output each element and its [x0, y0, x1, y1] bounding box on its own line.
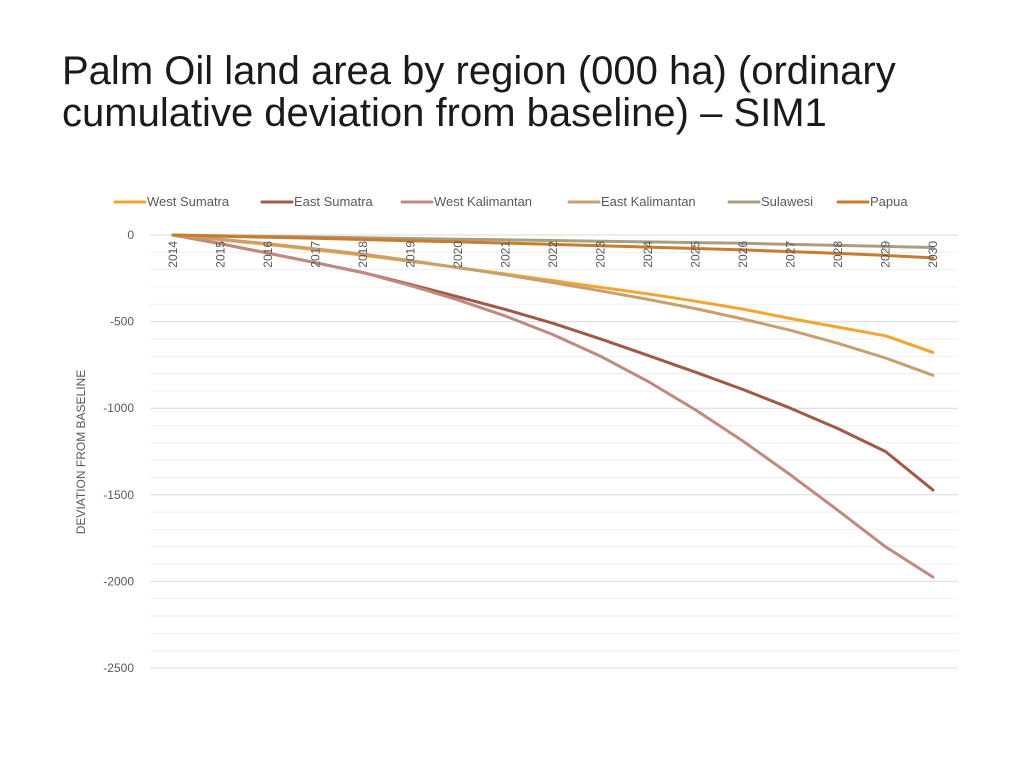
- title-line-1: Palm Oil land area by region (000 ha) (o…: [62, 49, 896, 93]
- title-line-2: cumulative deviation from baseline) – SI…: [62, 91, 827, 135]
- x-tick-label: 2024: [641, 241, 655, 268]
- x-tick-label: 2021: [499, 241, 513, 268]
- series-line-papua: [171, 233, 935, 260]
- x-tick-label: 2017: [309, 241, 323, 268]
- x-tick-label: 2019: [404, 241, 418, 268]
- slide-title: Palm Oil land area by region (000 ha) (o…: [62, 50, 982, 134]
- x-tick-label: 2027: [784, 241, 798, 268]
- x-tick-label: 2016: [261, 241, 275, 268]
- legend-label: West Kalimantan: [434, 194, 532, 209]
- series-line-east-sumatra: [171, 233, 935, 492]
- legend-label: Sulawesi: [761, 194, 813, 209]
- y-tick-label: 0: [127, 228, 134, 242]
- legend-label: West Sumatra: [147, 194, 230, 209]
- x-tick-label: 2020: [451, 241, 465, 268]
- x-axis-ticks: 2014 2015 2016 2017 2018 2019 2020 2021 2022 2023…: [166, 241, 940, 268]
- x-tick-label: 2026: [736, 241, 750, 268]
- x-tick-label: 2025: [689, 241, 703, 268]
- y-tick-label: -1000: [103, 401, 134, 415]
- legend-label: East Kalimantan: [601, 194, 696, 209]
- x-tick-label: 2023: [594, 241, 608, 268]
- y-tick-label: -2500: [103, 661, 134, 675]
- x-tick-label: 2028: [831, 241, 845, 268]
- y-axis-ticks: 0 -500 -1000 -1500 -2000 -2500: [103, 228, 134, 675]
- y-axis-label: DEVIATION FROM BASELINE: [74, 370, 88, 534]
- legend: West Sumatra East Sumatra West Kalimantan E…: [113, 194, 908, 209]
- grid-lines: [150, 234, 958, 669]
- x-tick-label: 2029: [879, 241, 893, 268]
- x-tick-label: 2022: [546, 241, 560, 268]
- series-line-west-kalimantan: [171, 233, 935, 579]
- y-tick-label: -500: [110, 315, 134, 329]
- series-lines: [171, 233, 935, 579]
- y-tick-label: -2000: [103, 574, 134, 588]
- y-tick-label: -1500: [103, 488, 134, 502]
- series-line-east-kalimantan: [171, 233, 935, 377]
- x-tick-label: 2015: [214, 241, 228, 268]
- legend-label: East Sumatra: [294, 194, 374, 209]
- x-tick-label: 2018: [356, 241, 370, 268]
- legend-label: Papua: [870, 194, 908, 209]
- x-tick-label: 2014: [166, 241, 180, 268]
- x-tick-label: 2030: [926, 241, 940, 268]
